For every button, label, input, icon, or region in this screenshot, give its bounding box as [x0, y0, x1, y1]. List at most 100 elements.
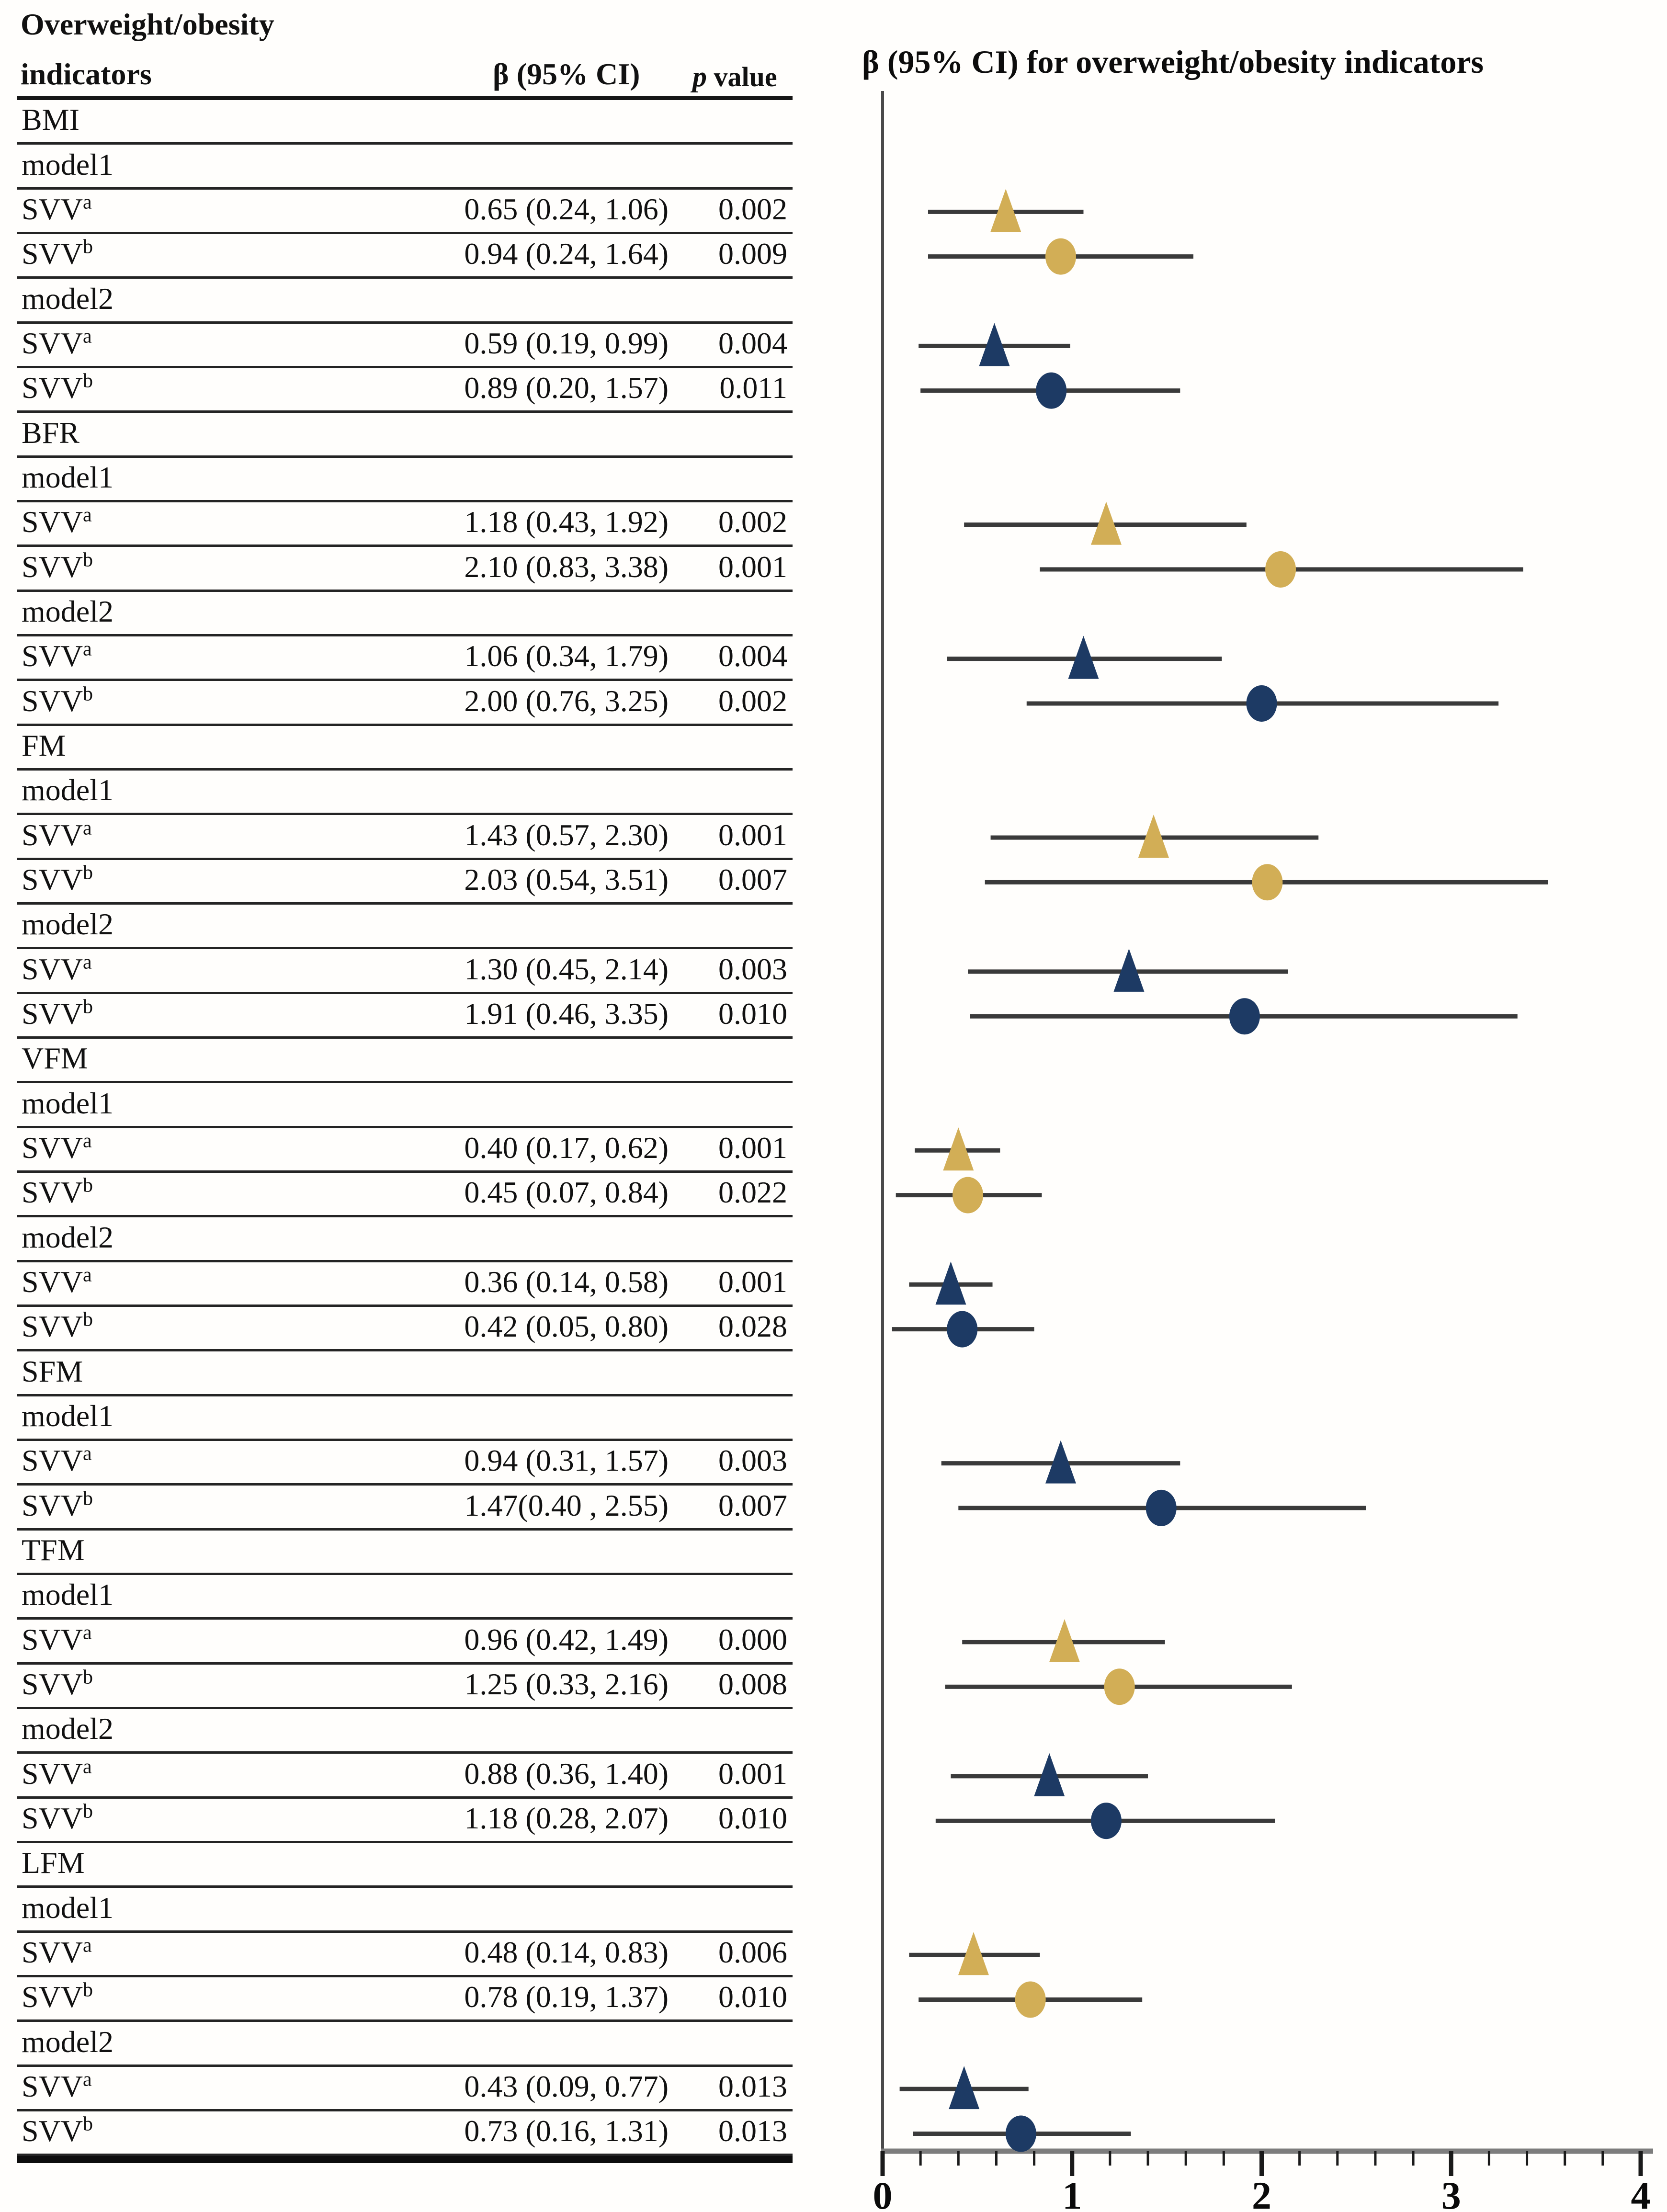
row-label: SVVa	[22, 638, 92, 674]
row-label: SVVa	[22, 1264, 92, 1300]
row-label-superscript: b	[83, 1800, 93, 1823]
row-label: model1	[22, 1398, 113, 1434]
beta-ci-value: 1.18 (0.28, 2.07)	[464, 1801, 669, 1835]
p-value: 0.001	[718, 1264, 787, 1299]
table-row-data: SVVb 2.00 (0.76, 3.25) 0.002	[17, 681, 793, 726]
row-label-superscript: a	[83, 951, 92, 974]
row-label-text: SVV	[22, 996, 83, 1031]
table-row-section: FM	[17, 726, 793, 771]
row-label-superscript: a	[83, 1756, 92, 1778]
beta-ci-value: 2.10 (0.83, 3.38)	[464, 549, 669, 584]
beta-ci-value: 1.30 (0.45, 2.14)	[464, 952, 669, 986]
beta-ci-value: 0.40 (0.17, 0.62)	[464, 1130, 669, 1165]
row-label-text: TFM	[22, 1532, 85, 1567]
row-label-text: LFM	[22, 1846, 85, 1880]
table-row-data: SVVa 1.30 (0.45, 2.14) 0.003	[17, 949, 793, 994]
p-value-rest: value	[707, 61, 777, 92]
table-bottom-rule	[17, 2156, 793, 2163]
row-label: SVVb	[22, 862, 93, 897]
beta-marker-triangle	[1113, 948, 1145, 992]
table-row-model: model2	[17, 279, 793, 324]
beta-ci-value: 0.48 (0.14, 0.83)	[464, 1935, 669, 1969]
p-value: 0.008	[718, 1667, 787, 1701]
row-label: SFM	[22, 1354, 83, 1389]
row-label-superscript: a	[83, 1264, 92, 1286]
table-row-data: SVVa 0.40 (0.17, 0.62) 0.001	[17, 1128, 793, 1173]
row-label-text: model1	[22, 1086, 113, 1120]
table-row-data: SVVa 0.36 (0.14, 0.58) 0.001	[17, 1262, 793, 1307]
row-label-superscript: b	[83, 683, 93, 705]
beta-ci-value: 0.89 (0.20, 1.57)	[464, 371, 669, 405]
table-row-model: model1	[17, 458, 793, 502]
beta-ci-value: 0.65 (0.24, 1.06)	[464, 192, 669, 226]
table-row-model: model1	[17, 1396, 793, 1441]
beta-marker-triangle	[979, 323, 1010, 366]
row-label: SVVb	[22, 1801, 93, 1836]
row-label-superscript: a	[83, 325, 92, 348]
row-label: SVVa	[22, 2069, 92, 2104]
row-label-text: model1	[22, 1890, 113, 1925]
table-row-model: model1	[17, 145, 793, 190]
table-header-col1-line1: Overweight/obesity	[21, 7, 274, 41]
table-row-model: model2	[17, 2022, 793, 2067]
beta-marker-circle	[947, 1311, 978, 1348]
row-label-text: SVV	[22, 1488, 83, 1522]
row-label-superscript: b	[83, 996, 93, 1018]
row-label: SVVa	[22, 952, 92, 987]
beta-marker-triangle	[935, 1261, 966, 1305]
p-value: 0.022	[718, 1175, 787, 1210]
p-value: 0.004	[718, 639, 787, 673]
row-label-superscript: b	[83, 1979, 93, 2001]
row-label-text: SVV	[22, 326, 83, 360]
table-row-data: SVVa 1.06 (0.34, 1.79) 0.004	[17, 636, 793, 681]
row-label-text: SVV	[22, 862, 83, 896]
row-label: model1	[22, 1577, 113, 1612]
beta-ci-value: 0.59 (0.19, 0.99)	[464, 326, 669, 360]
row-label-text: SVV	[22, 371, 83, 405]
beta-marker-circle	[1036, 372, 1067, 409]
beta-marker-circle	[1015, 1981, 1046, 2018]
row-label-text: SVV	[22, 1264, 83, 1299]
row-label-text: SFM	[22, 1354, 83, 1388]
row-label-text: SVV	[22, 952, 83, 986]
beta-ci-value: 0.94 (0.31, 1.57)	[464, 1443, 669, 1478]
row-label: VFM	[22, 1041, 88, 1076]
row-label-superscript: a	[83, 2068, 92, 2091]
row-label: SVVb	[22, 1667, 93, 1702]
beta-marker-triangle	[1034, 1753, 1065, 1796]
row-label: SVVa	[22, 1935, 92, 1970]
beta-marker-circle	[1090, 1803, 1122, 1839]
p-value: 0.001	[718, 549, 787, 584]
row-label-superscript: b	[83, 370, 93, 392]
row-label: model2	[22, 1711, 113, 1747]
row-label: SVVa	[22, 504, 92, 540]
row-label-text: model2	[22, 1220, 113, 1254]
beta-marker-circle	[1104, 1668, 1135, 1705]
row-label: SVVb	[22, 683, 93, 719]
p-value: 0.010	[718, 1801, 787, 1835]
row-label-text: SVV	[22, 2114, 83, 2148]
row-label-superscript: b	[83, 1308, 93, 1331]
x-axis-tick-label: 0	[873, 2174, 893, 2212]
beta-ci-value: 0.43 (0.09, 0.77)	[464, 2069, 669, 2103]
x-axis-tick-label: 4	[1631, 2174, 1651, 2212]
row-label: SVVa	[22, 1756, 92, 1792]
beta-marker-circle	[1246, 685, 1277, 722]
beta-ci-value: 1.06 (0.34, 1.79)	[464, 639, 669, 673]
row-label: LFM	[22, 1845, 85, 1881]
beta-ci-value: 1.25 (0.33, 2.16)	[464, 1667, 669, 1701]
row-label-superscript: b	[83, 1487, 93, 1510]
row-label-text: SVV	[22, 192, 83, 226]
row-label-text: SVV	[22, 237, 83, 271]
row-label-text: model1	[22, 773, 113, 807]
table-row-data: SVVb 0.42 (0.05, 0.80) 0.028	[17, 1307, 793, 1352]
table-row-model: model2	[17, 905, 793, 950]
table-row-data: SVVa 1.18 (0.43, 1.92) 0.002	[17, 502, 793, 547]
row-label-text: model1	[22, 1398, 113, 1433]
table-row-section: SFM	[17, 1351, 793, 1396]
beta-ci-value: 0.36 (0.14, 0.58)	[464, 1264, 669, 1299]
p-value: 0.007	[718, 1488, 787, 1522]
table-header-rule	[17, 96, 793, 100]
